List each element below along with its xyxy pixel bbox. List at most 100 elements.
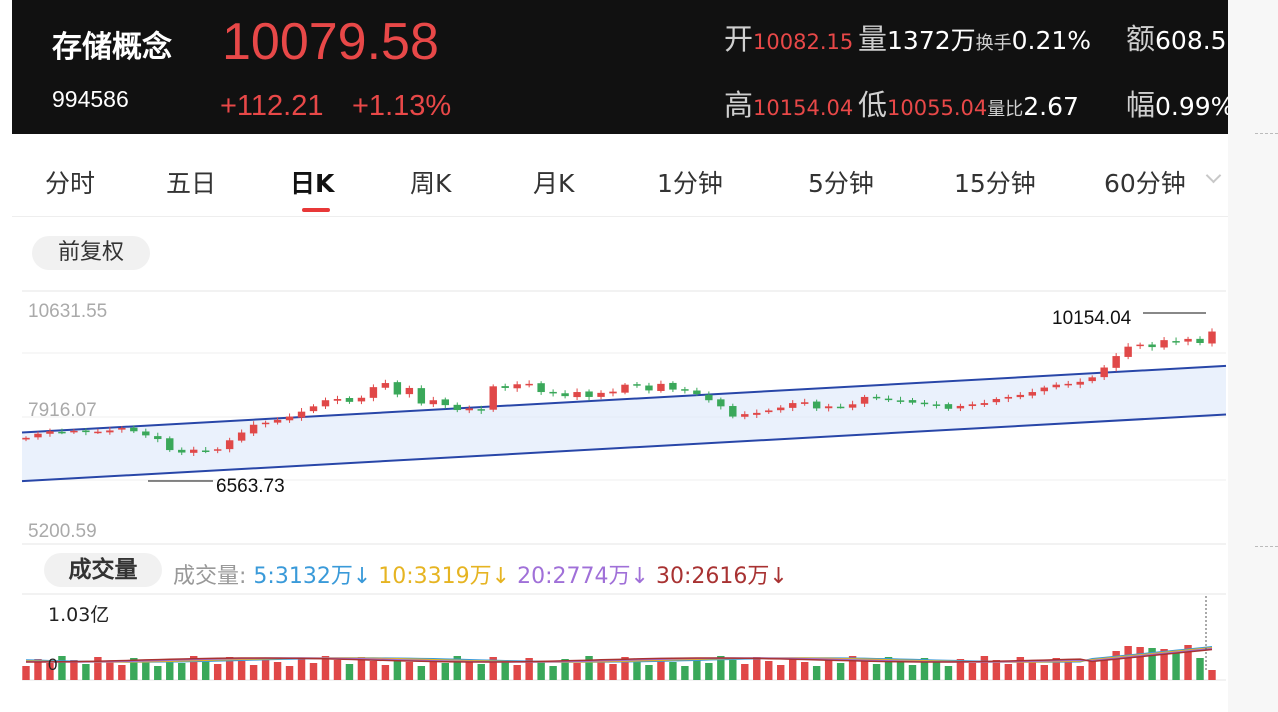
candle-body	[1016, 394, 1025, 398]
candle-body	[896, 400, 905, 402]
adjust-button[interactable]: 前复权	[32, 236, 150, 270]
volume-bar	[1172, 650, 1180, 680]
volume-bar	[345, 664, 354, 680]
volume-bar	[525, 658, 533, 680]
volume-bar	[681, 666, 689, 680]
volume-ma-legend: 成交量: 5:3132万↓ 10:3319万↓ 20:2774万↓ 30:261…	[173, 558, 788, 590]
volume-bar	[70, 660, 78, 680]
volume-bar	[765, 661, 773, 680]
volume-bar	[441, 663, 450, 680]
volume-bar	[956, 659, 965, 680]
volume-bar	[225, 657, 234, 680]
candle-body	[1064, 383, 1072, 386]
volume-bar	[585, 656, 593, 680]
tab-five-day[interactable]: 五日	[166, 169, 217, 198]
volume-bar	[1028, 661, 1037, 680]
volume-bar	[848, 656, 857, 680]
trend-channel-upper	[21, 364, 1227, 434]
candle-body	[609, 391, 617, 394]
volume-bar	[489, 657, 497, 680]
candle-body	[333, 398, 342, 401]
candle-body	[920, 402, 929, 405]
candle-body	[765, 410, 773, 413]
volume-bar	[1088, 659, 1096, 680]
candle-body	[273, 419, 282, 423]
divider	[1255, 133, 1278, 134]
candle-body	[741, 414, 749, 417]
candle-body	[213, 449, 222, 451]
candle-body	[597, 392, 605, 397]
divider	[1255, 546, 1278, 547]
volume-ma20: 20:2774万↓	[517, 564, 649, 589]
candle-body	[717, 399, 725, 407]
volume-bar	[333, 660, 342, 680]
volume-bar	[788, 658, 797, 680]
candle-body	[549, 391, 557, 394]
candle-body	[884, 398, 893, 401]
volume-series	[22, 645, 1216, 680]
volume-bar	[1004, 664, 1013, 680]
volume-bar	[561, 659, 569, 680]
tab-5-minute[interactable]: 5分钟	[808, 169, 874, 198]
volume-bar	[836, 663, 845, 680]
tab-monthly-k[interactable]: 月K	[533, 169, 575, 198]
period-tabs: 分时 五日 日K 周K 月K 1分钟 5分钟 15分钟 60分钟	[12, 134, 1228, 217]
volume-bar	[824, 659, 833, 680]
volume-bar	[717, 656, 725, 680]
quote-header: 存储概念 994586 10079.58 +112.21 +1.13% 开100…	[12, 0, 1228, 134]
candle-body	[106, 430, 114, 433]
tab-60-minute[interactable]: 60分钟	[1104, 169, 1186, 198]
volume-bar	[729, 660, 737, 680]
candle-body	[693, 390, 701, 395]
tab-daily-k[interactable]: 日K	[290, 169, 335, 198]
volume-bar	[741, 664, 749, 680]
candle-body	[1028, 392, 1037, 396]
candle-body	[417, 388, 426, 404]
volume-bar	[1112, 651, 1120, 680]
candle-body	[777, 407, 785, 411]
candle-body	[824, 406, 833, 409]
candle-body	[968, 404, 977, 407]
volume-bar	[1076, 666, 1084, 680]
volume-bar	[669, 662, 677, 680]
volume-bar	[106, 661, 114, 680]
candle-body	[1112, 356, 1120, 368]
volume-bar	[1124, 646, 1132, 680]
stock-name: 存储概念	[52, 30, 172, 65]
candle-body	[860, 396, 869, 404]
candle-body	[1172, 341, 1180, 343]
volume-bar	[46, 663, 54, 680]
candle-body	[429, 400, 438, 405]
trend-channel-fill	[22, 365, 1226, 482]
candle-body	[34, 433, 42, 438]
volume-bar	[872, 664, 881, 680]
volume-bar	[513, 665, 521, 680]
volume-bar	[1052, 658, 1060, 680]
y-tick-label: 10631.55	[28, 301, 107, 322]
amplitude-stat: 幅0.99%	[1126, 88, 1228, 122]
volume-indicator-button[interactable]: 成交量	[44, 553, 162, 587]
volume-bar	[968, 663, 977, 680]
candle-body	[1088, 377, 1096, 382]
volume-bar	[1040, 665, 1048, 680]
tab-15-minute[interactable]: 15分钟	[954, 169, 1036, 198]
max-price-label: 10154.04	[1052, 308, 1132, 329]
candle-body	[513, 384, 521, 389]
volume-ma30: 30:2616万↓	[655, 564, 788, 589]
volume-bar	[285, 666, 294, 680]
volume-bar	[633, 661, 641, 680]
min-price-label: 6563.73	[216, 476, 285, 497]
candle-body	[477, 409, 485, 411]
tab-intraday[interactable]: 分时	[45, 169, 96, 198]
candle-body	[154, 436, 162, 440]
volume-bar	[297, 659, 306, 680]
volume-bar	[130, 658, 138, 680]
candle-body	[309, 406, 318, 412]
volume-bar	[309, 663, 318, 680]
candle-body	[82, 430, 90, 433]
candle-body	[225, 440, 234, 450]
candle-body	[1160, 340, 1168, 348]
volume-bar	[1100, 658, 1108, 680]
tab-1-minute[interactable]: 1分钟	[657, 169, 723, 198]
tab-weekly-k[interactable]: 周K	[410, 169, 452, 198]
